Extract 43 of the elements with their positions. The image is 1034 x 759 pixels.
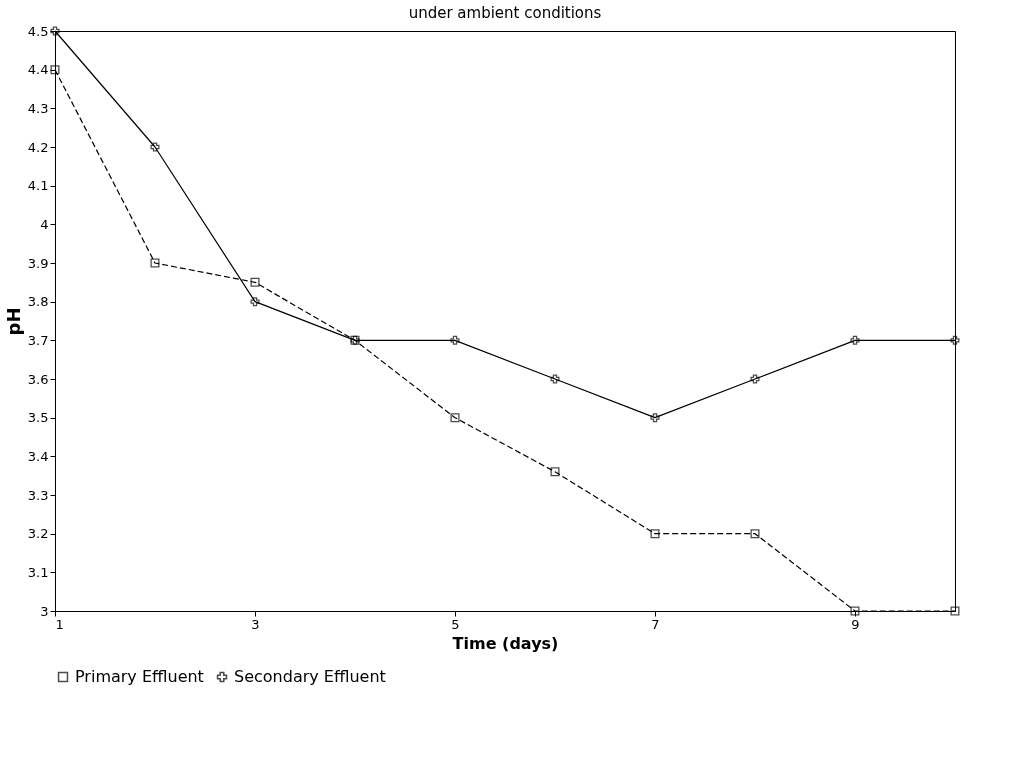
y-tick-label: 3.2 xyxy=(27,526,49,542)
point xyxy=(750,529,760,539)
y-tick-label: 3.8 xyxy=(27,294,49,310)
point xyxy=(950,606,960,616)
point xyxy=(550,374,560,384)
y-tick-label: 3.6 xyxy=(27,371,49,387)
point xyxy=(450,335,460,345)
point xyxy=(850,606,860,616)
point xyxy=(650,413,660,423)
y-tick-label: 4.2 xyxy=(27,139,49,155)
legend-label: Secondary Effluent xyxy=(234,667,386,686)
x-tick-label: 9 xyxy=(851,616,860,632)
point xyxy=(750,374,760,384)
y-tick-label: 3.5 xyxy=(27,410,49,426)
x-tick-label: 3 xyxy=(251,616,260,632)
y-tick-label: 4.1 xyxy=(27,178,49,194)
y-tick-label: 3.7 xyxy=(27,332,49,348)
point xyxy=(250,297,260,307)
chart-title: under ambient conditions xyxy=(408,3,602,22)
x-tick-label: 7 xyxy=(651,616,660,632)
y-tick-label: 3.9 xyxy=(27,255,49,271)
legend-label: Primary Effluent xyxy=(75,667,204,686)
point xyxy=(450,413,460,423)
y-tick-label: 4 xyxy=(40,216,49,232)
x-tick-label: 5 xyxy=(451,616,460,632)
point xyxy=(650,529,660,539)
point xyxy=(250,277,260,287)
point xyxy=(50,65,60,75)
x-axis-title: Time (days) xyxy=(452,633,559,653)
point xyxy=(550,467,560,477)
y-tick-label: 4.3 xyxy=(27,100,49,116)
y-tick-label: 3.3 xyxy=(27,487,49,503)
point xyxy=(150,258,160,268)
y-tick-label: 4.4 xyxy=(27,62,49,78)
y-tick-label: 3.1 xyxy=(27,564,49,580)
y-tick-label: 3.4 xyxy=(27,448,49,464)
point xyxy=(950,335,960,345)
y-tick-label: 4.5 xyxy=(27,23,49,39)
point xyxy=(850,335,860,345)
y-tick-label: 3 xyxy=(40,603,49,619)
x-tick-label: 1 xyxy=(55,616,64,632)
y-axis-title: pH xyxy=(2,307,24,336)
point xyxy=(150,142,160,152)
